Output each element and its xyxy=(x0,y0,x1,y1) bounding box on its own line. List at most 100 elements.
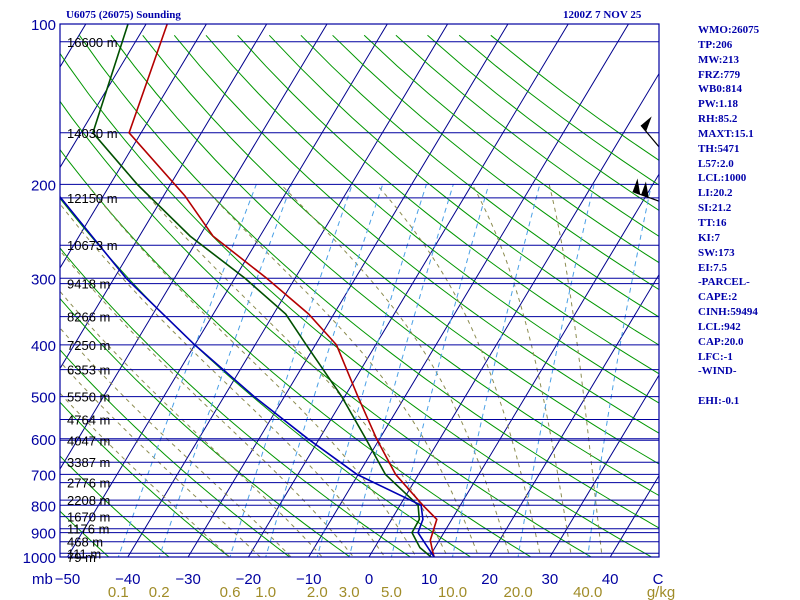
moist-adiabat-line xyxy=(60,290,323,557)
index-line: FRZ:779 xyxy=(698,68,741,81)
pressure-tick-label: 900 xyxy=(31,526,56,543)
height-label: 2208 m xyxy=(67,493,110,508)
mixing-ratio-label: 2.0 xyxy=(307,584,328,600)
dry-adiabat-lines xyxy=(60,34,659,557)
mixing-ratio-label: 40.0 xyxy=(573,584,602,600)
dry-adiabat-line xyxy=(60,148,532,557)
index-line: CAPE:2 xyxy=(698,291,738,304)
dry-adiabat-line xyxy=(78,35,659,529)
temperature-tick-label: 20 xyxy=(481,571,498,588)
pressure-tick-label: 1000 xyxy=(23,550,56,567)
sounding-title: U6075 (26075) Sounding xyxy=(66,9,181,21)
height-label: 5550 m xyxy=(67,390,110,405)
pressure-unit-label: mb xyxy=(32,571,53,588)
mixing-ratio-line xyxy=(517,184,595,557)
moist-adiabat-line xyxy=(137,184,449,557)
index-line: EI:7.5 xyxy=(698,261,728,274)
height-label: 12150 m xyxy=(67,191,118,206)
isotherm-line xyxy=(60,24,268,370)
index-line: TH:5471 xyxy=(698,142,740,155)
dry-adiabat-line xyxy=(363,34,659,264)
index-line: TP:206 xyxy=(698,38,733,51)
moist-adiabat-line xyxy=(60,392,231,557)
height-label: 6353 m xyxy=(67,363,110,378)
height-label: 4764 m xyxy=(67,413,110,428)
mixing-ratio-line xyxy=(158,184,293,557)
mixing-ratio-unit-label: g/kg xyxy=(647,584,675,600)
dry-adiabat-line xyxy=(237,34,659,375)
mixing-ratio-label: 5.0 xyxy=(381,584,402,600)
dry-adiabat-line xyxy=(173,34,659,434)
isotherm-line xyxy=(60,24,207,269)
moist-adiabat-line xyxy=(280,184,511,557)
moist-adiabat-line xyxy=(60,203,386,557)
temperature-tick-label: 10 xyxy=(421,571,438,588)
moist-adiabat-line xyxy=(200,184,480,557)
dry-adiabat-line xyxy=(60,297,351,557)
index-line: RH:85.2 xyxy=(698,113,738,126)
pressure-tick-label: 300 xyxy=(31,271,56,288)
index-line: MW:213 xyxy=(698,53,739,66)
isotherm-line xyxy=(127,24,449,557)
temperature-tick-label: −10 xyxy=(296,571,321,588)
index-line: L57:2.0 xyxy=(698,157,734,170)
dry-adiabat-line xyxy=(332,34,659,291)
height-label: 10673 m xyxy=(67,238,118,253)
isotherm-line xyxy=(489,273,659,557)
temperature-unit-label: C xyxy=(653,571,664,588)
height-label: 4047 m xyxy=(67,433,110,448)
dry-adiabat-line xyxy=(60,100,593,557)
temperature-tick-label: 0 xyxy=(365,571,373,588)
height-label: 111 m xyxy=(67,546,101,561)
index-line: SI:21.2 xyxy=(698,202,732,215)
index-line: EHI:-0.1 xyxy=(698,395,740,408)
dewpoint-profile xyxy=(92,24,432,557)
pressure-tick-label: 100 xyxy=(31,17,56,34)
dry-adiabat-line xyxy=(110,34,659,497)
index-line: LCL:1000 xyxy=(698,172,747,185)
pressure-tick-label: 400 xyxy=(31,338,56,355)
mixing-ratio-label: 0.2 xyxy=(149,584,170,600)
height-label: 9418 m xyxy=(67,277,110,292)
wind-barb-pennant xyxy=(632,178,641,195)
mixing-ratio-line xyxy=(265,184,384,557)
moist-adiabat-line xyxy=(376,184,542,557)
dry-adiabat-line xyxy=(205,34,659,404)
dry-adiabat-line xyxy=(60,455,170,557)
wind-barb-feather xyxy=(650,0,659,8)
height-label: 79 m xyxy=(67,550,96,565)
dry-adiabat-line xyxy=(142,34,659,465)
pressure-tick-label: 200 xyxy=(31,177,56,194)
index-line: CAP:20.0 xyxy=(698,335,744,348)
dry-adiabat-line xyxy=(60,401,231,557)
dry-adiabat-line xyxy=(60,510,110,557)
isotherm-line xyxy=(428,173,659,557)
mixing-ratio-line xyxy=(390,184,490,557)
wind-barbs xyxy=(632,0,659,557)
height-label: 7250 m xyxy=(67,338,110,353)
height-label: 1670 m xyxy=(67,510,110,525)
wind-barb-pennant xyxy=(645,0,657,7)
height-label: 3387 m xyxy=(67,455,110,470)
temperature-tick-label: −40 xyxy=(115,571,140,588)
mixing-ratio-lines xyxy=(117,184,652,557)
pressure-tick-label: 500 xyxy=(31,390,56,407)
dry-adiabat-line xyxy=(60,349,291,557)
mixing-ratio-label: 1.0 xyxy=(255,584,276,600)
moist-adiabat-line xyxy=(60,249,355,557)
plot-border xyxy=(59,23,660,558)
mixing-ratio-line xyxy=(587,184,652,557)
height-label: 1176 m xyxy=(67,522,109,537)
moist-adiabat-line xyxy=(471,184,573,557)
sounding-profiles xyxy=(60,24,438,557)
isotherm-line xyxy=(60,24,147,169)
index-line: LCL:942 xyxy=(698,320,741,333)
wind-barb-staff xyxy=(658,24,659,25)
index-line: PW:1.18 xyxy=(698,98,739,111)
index-line: LFC:-1 xyxy=(698,350,733,363)
index-line: -WIND- xyxy=(698,365,737,378)
isotherm-line xyxy=(67,24,388,557)
isotherm-line xyxy=(247,24,569,557)
index-line: TT:16 xyxy=(698,216,727,229)
temperature-tick-label: −20 xyxy=(236,571,261,588)
